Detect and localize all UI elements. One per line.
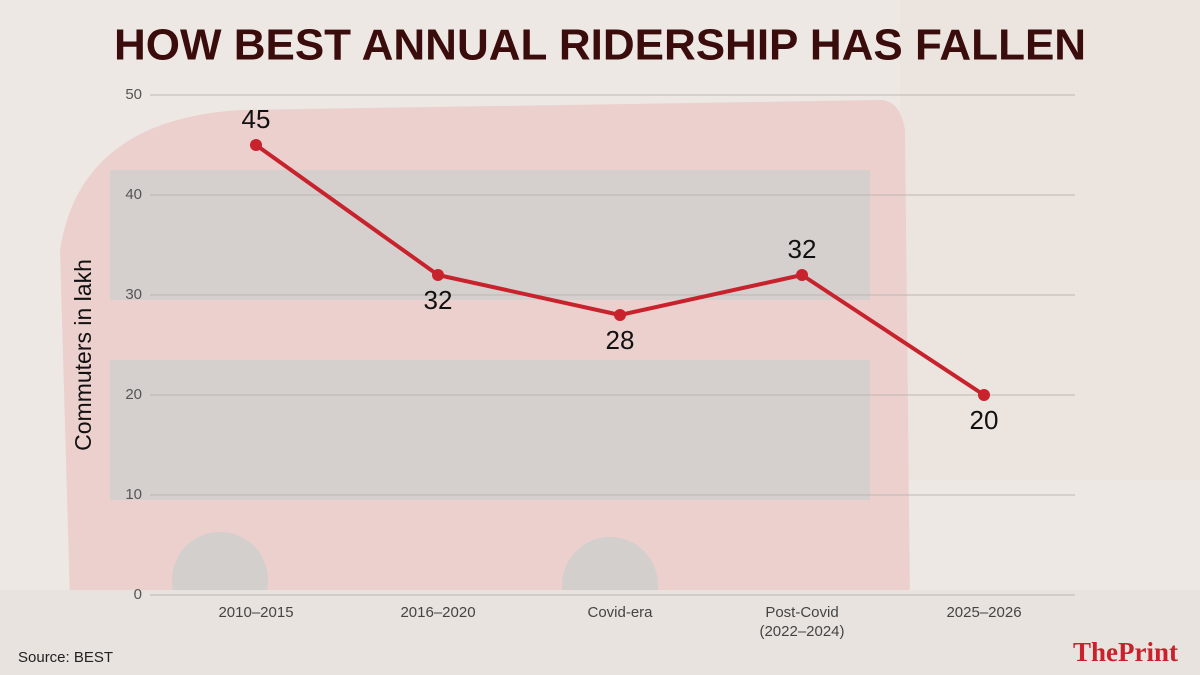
value-label: 32: [424, 285, 453, 315]
point: [250, 139, 262, 151]
point: [432, 269, 444, 281]
y-tick-label: 30: [125, 286, 142, 303]
y-tick-label: 10: [125, 486, 142, 503]
value-label: 45: [242, 104, 271, 134]
x-tick-label: 2025–2026: [946, 604, 1022, 621]
value-label: 32: [788, 234, 817, 264]
x-tick-label: Covid-era: [587, 604, 653, 621]
y-tick-label: 20: [125, 386, 142, 403]
point: [978, 389, 990, 401]
x-tick-label: 2010–2015: [218, 604, 294, 621]
y-tick-label: 0: [134, 586, 142, 603]
point: [614, 309, 626, 321]
logo-the: The: [1073, 637, 1118, 667]
x-tick-label: Post-Covid (2022–2024): [759, 604, 845, 640]
y-tick-label: 50: [125, 86, 142, 103]
y-tick-label: 40: [125, 186, 142, 203]
logo-print: Print: [1118, 637, 1178, 667]
x-tick-label: 2016–2020: [400, 604, 476, 621]
value-label: 20: [970, 405, 999, 435]
logo: ThePrint: [1073, 637, 1178, 667]
source: Source: BEST: [18, 649, 113, 666]
value-label: 28: [606, 325, 635, 355]
chart-title: HOW BEST ANNUAL RIDERSHIP HAS FALLEN: [114, 21, 1086, 70]
y-axis-label: Commuters in lakh: [70, 259, 96, 451]
point: [796, 269, 808, 281]
